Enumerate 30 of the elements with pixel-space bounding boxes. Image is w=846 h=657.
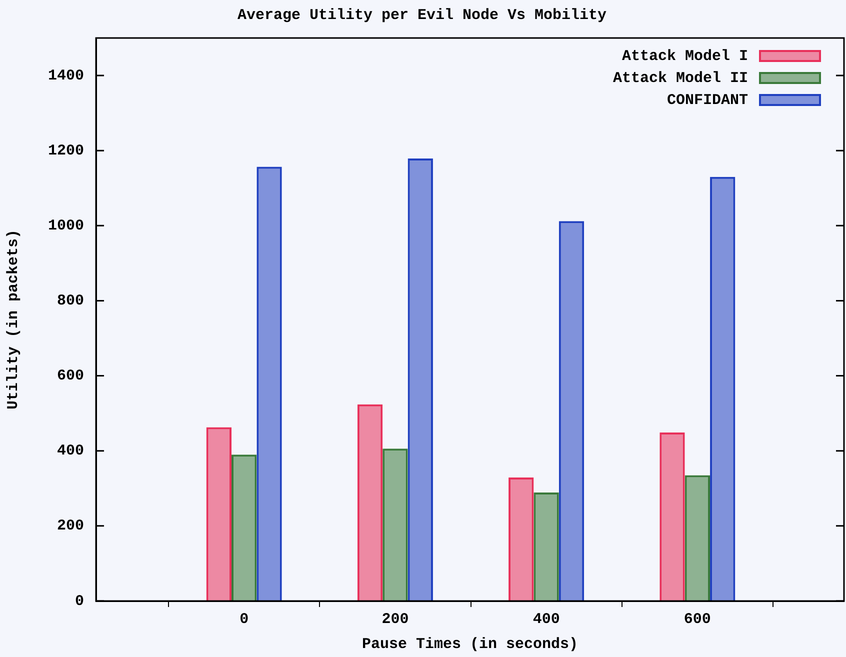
y-tick-label: 600 bbox=[56, 368, 84, 385]
legend-label: Attack Model II bbox=[612, 70, 748, 87]
bar bbox=[382, 448, 408, 600]
x-tick-label: 0 bbox=[240, 610, 249, 628]
bar bbox=[710, 176, 736, 600]
bar bbox=[206, 427, 232, 600]
bar bbox=[534, 492, 559, 600]
x-tick-label: 200 bbox=[382, 610, 409, 628]
y-tick-label: 1000 bbox=[48, 217, 84, 234]
y-tick-label: 400 bbox=[56, 442, 84, 460]
bar bbox=[408, 158, 433, 600]
y-tick-label: 800 bbox=[56, 292, 84, 310]
bar bbox=[684, 475, 710, 600]
y-tick-label: 1400 bbox=[48, 67, 84, 84]
bar bbox=[508, 478, 534, 600]
legend-label: Attack Model I bbox=[622, 48, 748, 65]
bar bbox=[357, 404, 383, 600]
x-tick-label: 600 bbox=[684, 610, 711, 628]
y-tick-label: 0 bbox=[74, 592, 84, 610]
chart-title: Average Utility per Evil Node Vs Mobility bbox=[237, 6, 607, 24]
bar bbox=[558, 221, 584, 600]
x-axis-title: Pause Times (in seconds) bbox=[362, 636, 578, 653]
x-tick-label: 400 bbox=[532, 610, 560, 628]
legend-label: CONFIDANT bbox=[666, 92, 748, 109]
y-tick-label: 200 bbox=[56, 518, 84, 535]
bar bbox=[232, 454, 257, 600]
y-tick-label: 1200 bbox=[48, 142, 84, 160]
y-axis-title: Utility (in packets) bbox=[4, 229, 22, 410]
bar bbox=[660, 432, 685, 600]
bar bbox=[256, 166, 282, 600]
